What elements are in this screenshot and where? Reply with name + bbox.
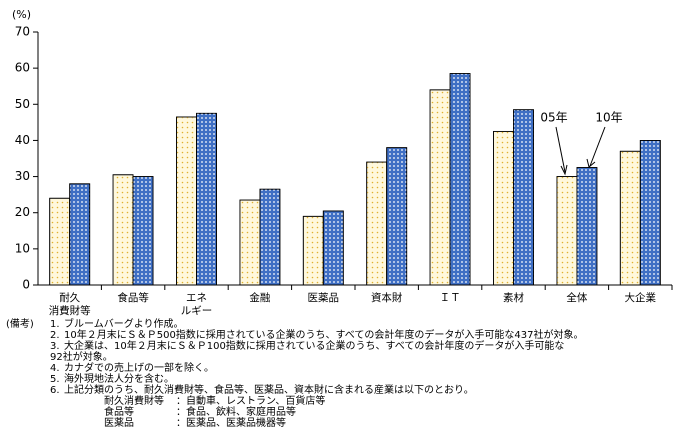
note-text: 上記分類のうち、耐久消費財等、食品等、医薬品、資本財に含まれる産業は以下のとおり… bbox=[64, 383, 474, 396]
bar-pattern bbox=[556, 176, 578, 286]
x-tick-label: 消費財等 bbox=[49, 304, 91, 317]
note-num: 6. bbox=[50, 385, 60, 396]
arrow-head bbox=[560, 164, 568, 176]
bar-pattern bbox=[239, 199, 261, 286]
note-item-text: ：医薬品、医薬品機器等 bbox=[176, 416, 286, 429]
note-num: 1. bbox=[50, 319, 60, 330]
note-text: カナダでの売上げの一部を除く。 bbox=[64, 361, 214, 374]
bar-pattern bbox=[259, 188, 281, 286]
bar-pattern bbox=[302, 215, 324, 286]
bar-pattern bbox=[639, 140, 661, 286]
bar-pattern bbox=[429, 89, 451, 286]
bar-pattern bbox=[176, 116, 197, 286]
y-tick-label: 20 bbox=[15, 205, 30, 219]
x-tick-label: 金融 bbox=[249, 291, 270, 304]
bar-pattern bbox=[386, 147, 408, 286]
bar-pattern bbox=[69, 183, 91, 286]
note-text: 大企業は、10年２月末にＳ＆Ｐ100指数に採用されている企業のうち、すべての会計… bbox=[64, 339, 564, 352]
note-num: 4. bbox=[50, 363, 60, 374]
x-tick-label: 医薬品 bbox=[308, 292, 340, 304]
x-tick-label: 素材 bbox=[503, 291, 524, 304]
bar-pattern bbox=[513, 109, 534, 286]
bar-pattern bbox=[576, 167, 598, 286]
note-item-label: 耐久消費財等 bbox=[104, 394, 164, 407]
note-item-text: ：自動車、レストラン、百貨店等 bbox=[176, 394, 325, 407]
y-tick-label: 10 bbox=[15, 241, 30, 255]
y-tick-label: 30 bbox=[15, 169, 30, 183]
y-unit: (%) bbox=[12, 8, 31, 21]
note-text: 92社が対象。 bbox=[50, 350, 113, 363]
series-label: 05年 bbox=[540, 111, 567, 125]
note-num: 5. bbox=[50, 374, 60, 385]
x-tick-label: 全体 bbox=[566, 291, 587, 304]
note-text: 10年２月末にＳ＆Ｐ500指数に採用されている企業のうち、すべての会計年度のデー… bbox=[64, 328, 584, 341]
note-text: 海外現地法人分を含む。 bbox=[64, 372, 174, 385]
bar-pattern bbox=[322, 210, 344, 286]
x-tick-label: エネ bbox=[186, 292, 207, 304]
note-item-label: 医薬品 bbox=[104, 417, 134, 429]
y-tick-label: 50 bbox=[15, 97, 30, 111]
x-tick-label: 食品等 bbox=[117, 291, 149, 304]
note-num: 3. bbox=[50, 341, 60, 352]
y-tick-label: 60 bbox=[15, 61, 30, 75]
bar-pattern bbox=[493, 130, 514, 286]
bar-pattern bbox=[366, 161, 388, 286]
bar-pattern bbox=[196, 112, 217, 286]
note-item-label: 食品等 bbox=[104, 405, 134, 418]
x-tick-label: 大企業 bbox=[625, 291, 657, 304]
y-tick-label: 40 bbox=[15, 133, 30, 147]
y-tick-label: 0 bbox=[22, 278, 30, 292]
bar-pattern bbox=[449, 73, 471, 286]
x-tick-label: 耐久 bbox=[59, 291, 80, 304]
note-item-text: ：食品、飲料、家庭用品等 bbox=[176, 405, 296, 418]
bar-pattern bbox=[112, 174, 134, 286]
y-tick-label: 70 bbox=[15, 25, 30, 39]
x-tick-label: 資本財 bbox=[371, 291, 403, 304]
x-tick-label: ルギー bbox=[181, 305, 213, 317]
note-text: ブルームバーグより作成。 bbox=[64, 317, 184, 330]
notes-head: (備考) bbox=[6, 317, 34, 330]
note-num: 2. bbox=[50, 330, 60, 341]
notes: (備考) 1. ブルームバーグより作成。 2. 10年２月末にＳ＆Ｐ500指数に採用され… bbox=[6, 317, 584, 429]
arrow bbox=[589, 126, 606, 167]
bar-pattern bbox=[619, 150, 641, 286]
series-label: 10年 bbox=[595, 111, 622, 125]
arrow-head bbox=[586, 158, 596, 168]
arrow bbox=[555, 126, 566, 173]
bar-pattern bbox=[132, 176, 154, 286]
x-tick-label: ＩＴ bbox=[440, 292, 461, 304]
bar-pattern bbox=[49, 197, 71, 286]
